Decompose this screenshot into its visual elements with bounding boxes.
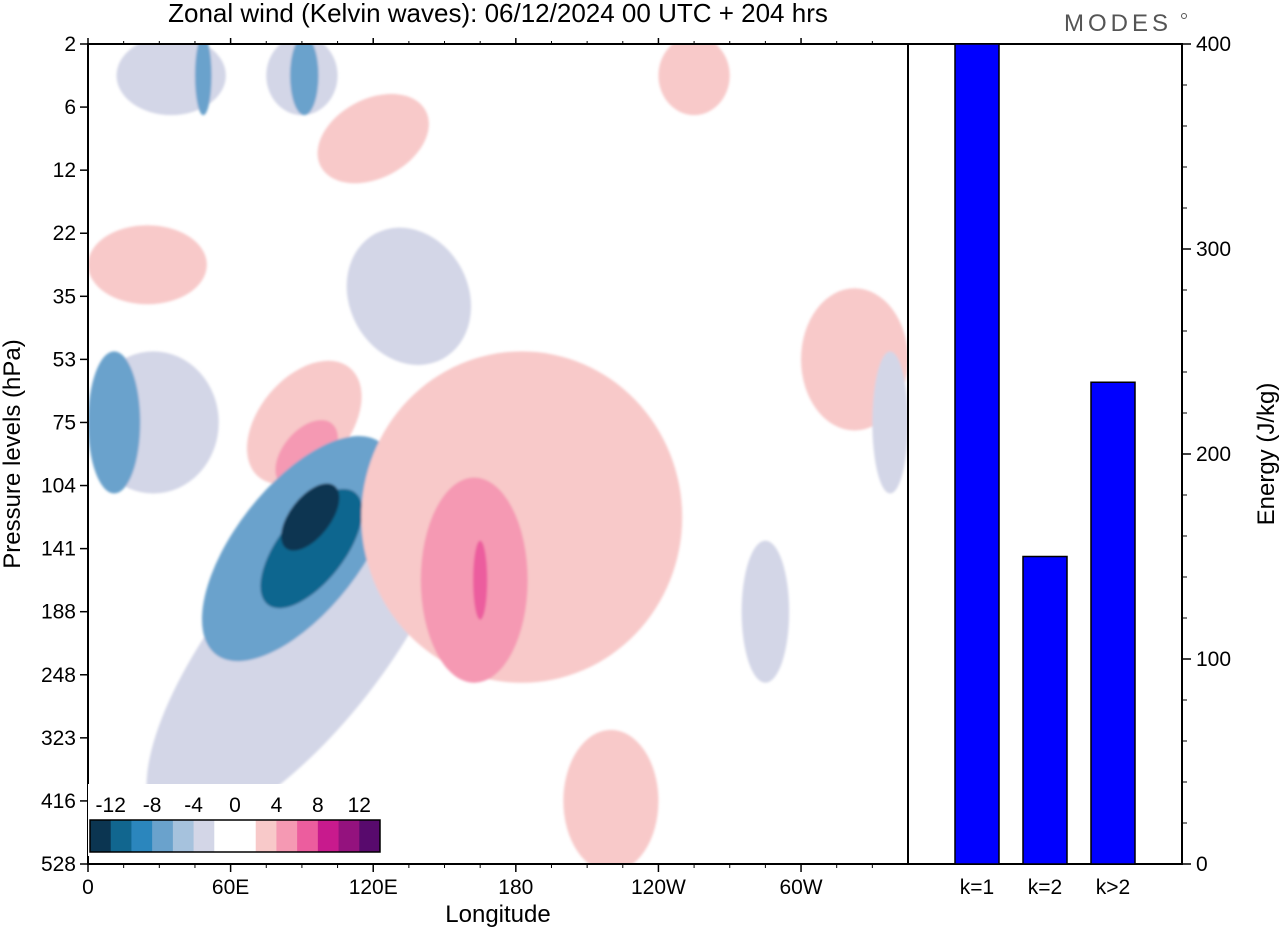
- colorbar-swatch: [297, 820, 319, 852]
- contour-region: [473, 540, 488, 620]
- energy-tick-label: 200: [1196, 443, 1231, 466]
- y-tick-label: 323: [41, 727, 76, 750]
- energy-tick-label: 400: [1196, 33, 1231, 56]
- x-tick-label: 120E: [349, 876, 398, 899]
- pressure-axis: 2 6 12 22 35 53 75 104 141 188 248 323 416 528: [41, 33, 88, 876]
- contour-region: [346, 227, 472, 365]
- colorbar-label: -4: [184, 794, 203, 817]
- y-tick-label: 2: [64, 33, 76, 56]
- contour-region: [88, 351, 141, 494]
- y-tick-label: 416: [41, 790, 76, 813]
- colorbar-label: 8: [312, 794, 324, 817]
- bar-category-label: k=1: [960, 876, 994, 899]
- bar-category-label: k=2: [1028, 876, 1062, 899]
- colorbar-label: 12: [348, 794, 371, 817]
- colorbar-label: 4: [271, 794, 283, 817]
- colorbar-swatch: [276, 820, 298, 852]
- energy-bars: k=1 k=2 k>2: [954, 43, 1136, 899]
- y-tick-label: 6: [64, 96, 76, 119]
- colorbar-swatch: [317, 820, 340, 852]
- colorbar-swatch: [359, 820, 381, 852]
- contour-panel: 0 60E 120E 180 120W 60W 2 6 12 22 35 53 75 104 141 188…: [0, 33, 909, 928]
- colorbar-swatch: [193, 820, 215, 852]
- contour-region: [88, 225, 207, 305]
- modes-logo-text: MODES: [1064, 10, 1172, 37]
- colorbar-swatch: [110, 820, 132, 852]
- colorbar-swatch: [152, 820, 174, 852]
- y-tick-label: 75: [53, 411, 76, 434]
- contour-region: [741, 540, 790, 683]
- pressure-axis-label: Pressure levels (hPa): [0, 339, 26, 568]
- energy-bar-panel: k=1 k=2 k>2 0 100 200 300 400 Energy (J/kg): [907, 33, 1280, 899]
- x-tick-label: 0: [82, 876, 94, 899]
- x-tick-label: 60W: [779, 876, 822, 899]
- y-tick-label: 35: [53, 285, 76, 308]
- y-tick-label: 141: [41, 538, 76, 561]
- contour-region: [281, 483, 340, 551]
- colorbar-legend: -12 -8 -4 0 4 8 12: [88, 784, 382, 856]
- contour-region: [290, 44, 319, 116]
- chart-title: Zonal wind (Kelvin waves): 06/12/2024 00…: [168, 0, 828, 28]
- colorbar-swatch: [338, 820, 360, 852]
- colorbar-swatch: [131, 820, 153, 852]
- y-tick-label: 248: [41, 664, 76, 687]
- energy-axis: 0 100 200 300 400: [1182, 33, 1231, 876]
- x-tick-label: 60E: [212, 876, 249, 899]
- colorbar-label: -12: [96, 794, 126, 817]
- colorbar-swatch: [255, 820, 277, 852]
- colorbar-swatch: [90, 820, 112, 852]
- colorbar-frame: [89, 819, 381, 853]
- longitude-axis-label: Longitude: [445, 901, 550, 928]
- energy-tick-label: 0: [1196, 853, 1208, 876]
- colorbar-swatch: [172, 820, 195, 852]
- contour-region: [563, 729, 659, 864]
- colorbar-swatch: [235, 820, 257, 852]
- energy-axis-label: Energy (J/kg): [1253, 383, 1280, 526]
- energy-tick-label: 100: [1196, 648, 1231, 671]
- energy-bar: [1090, 381, 1136, 865]
- colorbar-label: 0: [229, 794, 241, 817]
- contour-regions: [88, 44, 908, 864]
- logo-registered-icon: [1181, 13, 1187, 19]
- energy-tick-label: 300: [1196, 238, 1231, 261]
- y-tick-label: 528: [41, 853, 76, 876]
- contour-region: [658, 44, 730, 116]
- contour-region: [872, 351, 908, 494]
- colorbar-swatch: [214, 820, 236, 852]
- energy-bar: [954, 43, 1000, 865]
- energy-bar: [1022, 555, 1068, 865]
- y-tick-label: 53: [53, 348, 76, 371]
- contour-region: [260, 488, 363, 609]
- contour-region: [361, 351, 683, 683]
- contour-region: [194, 44, 212, 116]
- contour-region: [317, 93, 429, 184]
- y-tick-label: 12: [53, 159, 76, 182]
- x-tick-label: 120W: [631, 876, 686, 899]
- y-tick-label: 22: [53, 222, 76, 245]
- bar-category-label: k>2: [1096, 876, 1130, 899]
- y-tick-label: 104: [41, 475, 76, 498]
- longitude-axis: 0 60E 120E 180 120W 60W: [82, 38, 873, 899]
- colorbar-label: -8: [143, 794, 162, 817]
- x-tick-label: 180: [498, 876, 533, 899]
- y-tick-label: 188: [41, 601, 76, 624]
